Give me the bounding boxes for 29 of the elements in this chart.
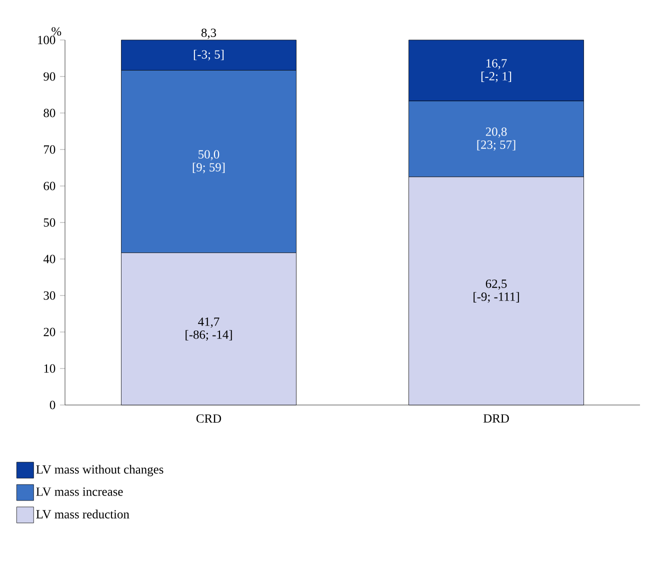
annotation: [-2; 1] bbox=[481, 72, 512, 82]
legend-label: LV mass without changes bbox=[36, 464, 164, 476]
annotation: [-9; -111] bbox=[474, 292, 519, 303]
data-label: 8,3 bbox=[201, 28, 216, 39]
data-label: 62,5 bbox=[486, 280, 507, 290]
annotation: [9; 59] bbox=[192, 162, 225, 174]
y-tick-label: 30 bbox=[44, 291, 56, 300]
y-tick-label: 60 bbox=[44, 182, 56, 190]
annotation: [-86; -14] bbox=[186, 330, 232, 341]
y-tick-label: 20 bbox=[44, 328, 56, 336]
data-label: 50,0 bbox=[198, 150, 220, 160]
y-tick-label: 10 bbox=[44, 364, 56, 373]
data-label: 16,7 bbox=[486, 59, 507, 70]
legend-label: LV mass increase bbox=[36, 487, 123, 496]
y-tick-label: 40 bbox=[43, 254, 56, 264]
y-tick-label: 100 bbox=[38, 36, 56, 44]
y-tick-label: 50 bbox=[44, 218, 56, 227]
y-tick-label: 70 bbox=[44, 145, 56, 154]
y-tick-label: 80 bbox=[44, 108, 56, 118]
y-tick-label: 0 bbox=[50, 400, 56, 410]
y-axis-title: % bbox=[52, 27, 62, 36]
x-tick-label: CRD bbox=[196, 414, 222, 423]
legend-label: LV mass reduction bbox=[36, 510, 130, 519]
data-label: 20,8 bbox=[486, 128, 507, 138]
data-label: 41,7 bbox=[198, 318, 220, 328]
x-tick-label: DRD bbox=[483, 414, 509, 423]
y-tick-label: 90 bbox=[44, 72, 56, 81]
annotation: [-3; 5] bbox=[194, 50, 224, 60]
annotation: [23; 57] bbox=[477, 140, 516, 151]
